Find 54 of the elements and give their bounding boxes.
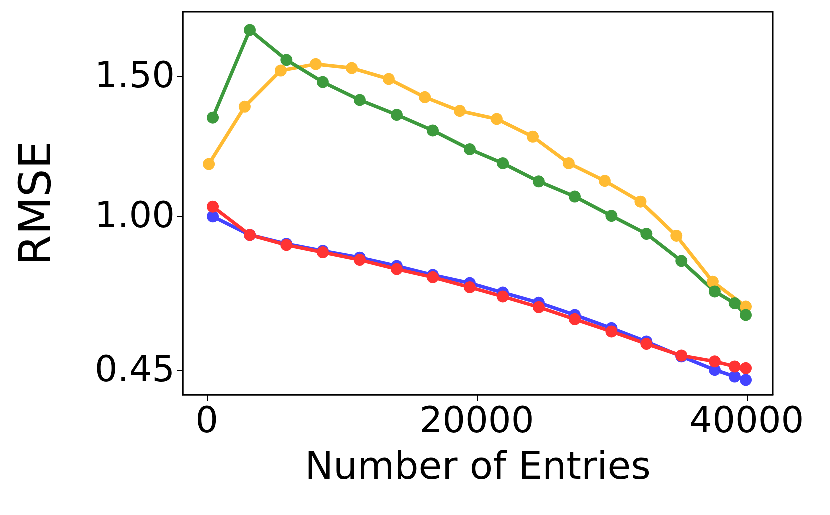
point xyxy=(419,91,432,104)
point xyxy=(708,356,721,368)
y-tick-label: 0.45 xyxy=(94,350,175,391)
point xyxy=(464,281,476,294)
point xyxy=(390,263,403,276)
point xyxy=(728,297,741,310)
y-axis-title: RMSE xyxy=(10,141,62,266)
point xyxy=(568,190,581,203)
point xyxy=(606,326,618,338)
point xyxy=(207,112,220,124)
point xyxy=(207,200,220,213)
point xyxy=(598,175,611,188)
point xyxy=(634,196,647,208)
point xyxy=(527,130,540,143)
point xyxy=(728,360,741,373)
point xyxy=(568,313,581,326)
point xyxy=(706,276,719,288)
point xyxy=(640,338,653,350)
point xyxy=(464,143,476,156)
point xyxy=(280,54,293,66)
point xyxy=(275,64,287,77)
point xyxy=(354,94,366,106)
point xyxy=(676,255,688,268)
point xyxy=(316,76,329,88)
point xyxy=(490,113,503,126)
point xyxy=(670,230,683,242)
point xyxy=(203,158,216,170)
point xyxy=(708,286,721,298)
point xyxy=(562,157,575,170)
x-tick-label: 20000 xyxy=(420,400,534,442)
point xyxy=(244,24,256,36)
point xyxy=(740,374,752,386)
point xyxy=(740,362,752,374)
point xyxy=(382,73,395,86)
point xyxy=(426,124,439,137)
point xyxy=(497,157,510,170)
point xyxy=(390,109,403,122)
point xyxy=(532,301,545,314)
point xyxy=(346,62,358,74)
point xyxy=(238,100,251,113)
point xyxy=(454,105,466,118)
x-tick-label: 0 xyxy=(196,400,218,442)
point xyxy=(640,228,653,240)
x-tick-label: 40000 xyxy=(690,400,804,442)
y-tick-label: 1.00 xyxy=(94,196,175,237)
x-axis-title: Number of Entries xyxy=(305,444,651,488)
point xyxy=(532,176,545,188)
point xyxy=(606,210,618,222)
point xyxy=(740,309,752,322)
point xyxy=(497,290,510,303)
y-tick-label: 1.50 xyxy=(94,56,175,97)
point xyxy=(728,370,741,383)
point xyxy=(354,254,366,266)
point xyxy=(310,58,322,70)
